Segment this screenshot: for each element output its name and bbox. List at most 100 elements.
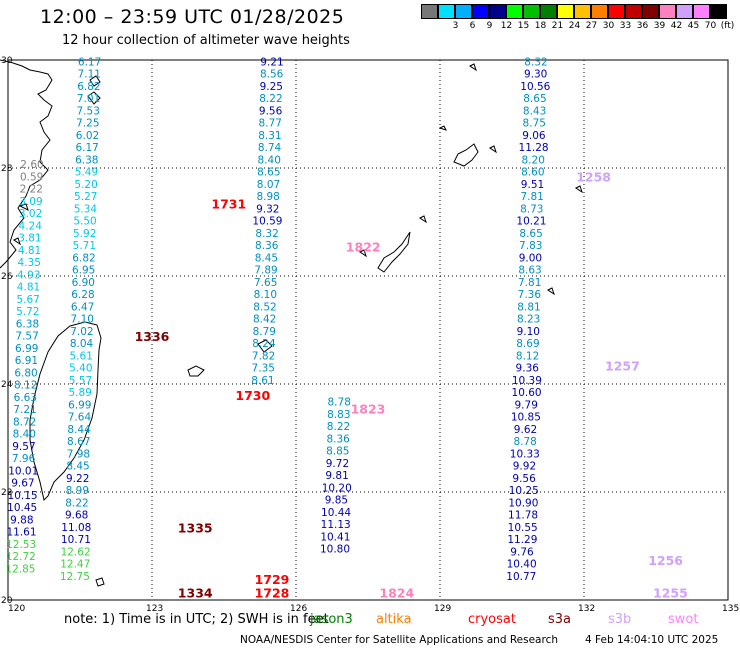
- lon-tick-label: 132: [578, 604, 595, 614]
- legend-swatch: [506, 4, 523, 19]
- wave-height-value: 6.82: [72, 252, 95, 264]
- legend-swatch: [608, 4, 625, 19]
- wave-height-value: 8.36: [255, 240, 279, 252]
- pass-time-label: 1730: [235, 388, 270, 403]
- wave-height-value: 9.06: [522, 130, 546, 142]
- wave-height-value: 9.56: [512, 473, 536, 485]
- wave-height-value: 6.28: [71, 289, 94, 301]
- wave-height-value: 7.36: [518, 289, 542, 301]
- track-c: 2.600.592.223.093.024.243.814.814.354.93…: [5, 159, 43, 575]
- wave-height-value: 8.45: [66, 461, 89, 473]
- wave-height-value: 10.45: [7, 502, 37, 514]
- legend-swatch: [540, 4, 557, 19]
- wave-height-value: 5.40: [69, 363, 92, 375]
- wave-height-value: 8.99: [66, 485, 89, 497]
- wave-height-value: 7.98: [67, 448, 90, 460]
- credit-line: NOAA/NESDIS Center for Satellite Applica…: [240, 634, 558, 646]
- wave-height-value: 7.57: [15, 331, 38, 343]
- track-a: 6.177.116.827.017.537.256.026.176.385.49…: [60, 56, 101, 583]
- pass-time-label: 1728: [255, 585, 290, 600]
- legend-label: 15: [517, 21, 530, 31]
- legend-label: 39: [653, 21, 666, 31]
- wave-height-value: 6.91: [15, 355, 38, 367]
- wave-height-value: 6.99: [15, 343, 38, 355]
- wave-height-value: 8.04: [70, 338, 94, 350]
- legend-label: 42: [670, 21, 683, 31]
- pass-time-label: 1335: [178, 521, 213, 536]
- wave-height-value: 9.67: [11, 478, 34, 490]
- wave-height-value: 4.93: [17, 269, 40, 281]
- wave-height-value: 8.83: [327, 409, 350, 421]
- wave-height-value: 11.78: [508, 510, 538, 522]
- satellite-label: cryosat: [468, 612, 516, 627]
- wave-height-value: 6.17: [78, 56, 101, 68]
- wave-height-value: 11.08: [61, 522, 91, 534]
- wave-height-value: 9.00: [519, 252, 542, 264]
- wave-height-value: 8.65: [257, 167, 280, 179]
- legend-label: 70: [704, 21, 717, 31]
- wave-height-value: 8.22: [259, 93, 282, 105]
- wave-height-value: 8.77: [259, 118, 282, 130]
- wave-height-value: 8.43: [523, 105, 546, 117]
- wave-height-value: 9.72: [326, 458, 349, 470]
- wave-height-value: 7.11: [78, 69, 101, 81]
- wave-height-value: 8.22: [65, 497, 88, 509]
- wave-height-value: 8.23: [517, 314, 540, 326]
- wave-height-value: 7.81: [520, 191, 543, 203]
- color-legend: 3 6 9 12 15 18 21 24 27 30 33 36 39 42 45 70 (ft): [421, 4, 734, 36]
- legend-label: (ft): [720, 21, 735, 31]
- wave-height-value: 11.28: [519, 142, 549, 154]
- wave-height-value: 9.10: [517, 326, 540, 338]
- wave-height-value: 6.17: [75, 142, 98, 154]
- legend-label: 21: [551, 21, 564, 31]
- legend-swatch: [591, 4, 608, 19]
- wave-height-value: 8.32: [524, 56, 547, 68]
- wave-height-value: 8.78: [328, 397, 351, 409]
- wave-height-value: 5.57: [69, 375, 92, 387]
- legend-swatch: [455, 4, 472, 19]
- legend-label: 3: [452, 21, 459, 31]
- wave-height-value: 4.35: [18, 257, 41, 269]
- legend-swatch: [421, 4, 438, 19]
- wave-height-value: 8.85: [326, 446, 349, 458]
- wave-height-value: 8.12: [14, 380, 37, 392]
- wave-height-value: 10.15: [8, 490, 38, 502]
- lat-tick-label: 22: [1, 488, 12, 498]
- wave-height-value: 5.34: [74, 203, 98, 215]
- legend-label: 45: [687, 21, 700, 31]
- wave-height-value: 9.81: [325, 470, 348, 482]
- pass-time-label: 1729: [255, 572, 290, 587]
- wave-height-value: 7.81: [518, 277, 541, 289]
- china-coastline: [0, 59, 53, 269]
- wave-height-value: 10.21: [516, 216, 546, 228]
- wave-height-value: 9.76: [510, 546, 534, 558]
- wave-height-value: 8.32: [255, 228, 278, 240]
- wave-height-value: 9.85: [325, 495, 348, 507]
- axis-labels: 120 123 126 129 132 135 30 28 26 24 22 20: [1, 56, 739, 614]
- wave-height-value: 7.35: [252, 363, 275, 375]
- wave-height-value: 5.27: [74, 191, 97, 203]
- wave-height-value: 8.07: [257, 179, 280, 191]
- wave-height-value: 8.40: [258, 154, 281, 166]
- generated-timestamp: 4 Feb 14:04:10 UTC 2025: [585, 634, 719, 646]
- pass-time-label: 1336: [135, 329, 170, 344]
- lat-lon-grid: [7, 59, 729, 601]
- small-islands: [13, 63, 583, 587]
- wave-height-value: 12.72: [6, 551, 36, 563]
- wave-height-value: 5.50: [73, 216, 96, 228]
- wave-height-value: 6.02: [76, 130, 99, 142]
- wave-height-value: 6.38: [16, 318, 39, 330]
- wave-height-value: 7.01: [77, 93, 100, 105]
- legend-label: 27: [585, 21, 598, 31]
- wave-height-value: 6.63: [14, 392, 37, 404]
- wave-height-value: 5.89: [68, 387, 91, 399]
- wave-height-value: 9.51: [521, 179, 544, 191]
- wave-height-value: 8.12: [516, 350, 539, 362]
- wave-height-value: 10.20: [322, 482, 352, 494]
- wave-height-value: 8.65: [523, 93, 546, 105]
- satellite-label: altika: [376, 612, 412, 627]
- wave-height-value: 5.67: [16, 294, 39, 306]
- wave-height-value: 7.10: [71, 314, 94, 326]
- wave-height-value: 6.80: [14, 367, 37, 379]
